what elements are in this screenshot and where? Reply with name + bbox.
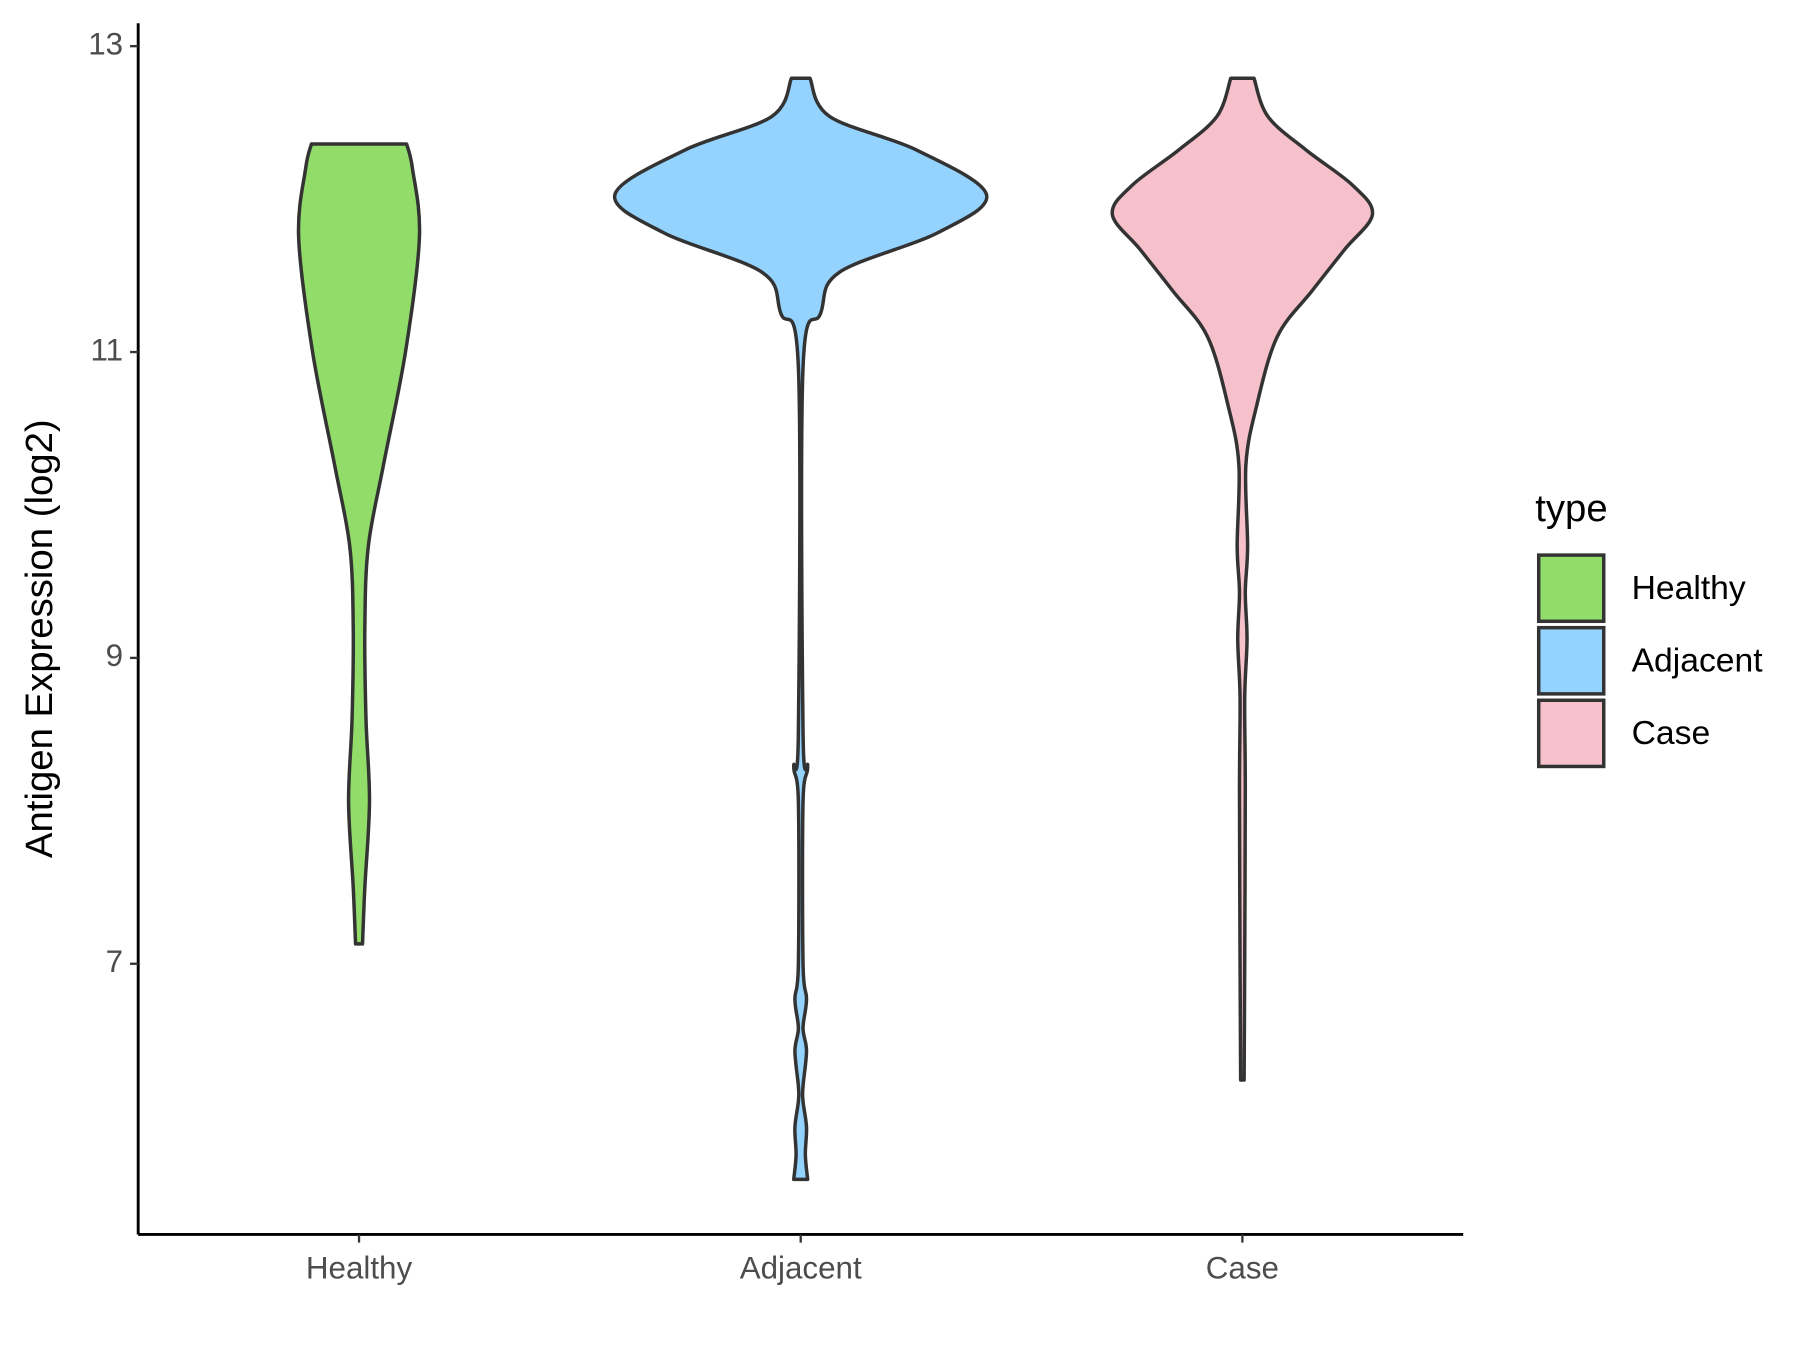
x-tick-label: Case	[1206, 1251, 1279, 1286]
y-tick-label: 7	[106, 944, 123, 979]
legend-label: Healthy	[1632, 570, 1746, 607]
violin	[613, 76, 989, 1182]
legend-title: type	[1535, 487, 1607, 530]
y-tick-label: 11	[91, 332, 124, 367]
y-axis-title: Antigen Expression (log2)	[18, 419, 61, 858]
violin	[1110, 76, 1375, 1082]
y-tick-label: 9	[106, 638, 123, 673]
legend-label: Case	[1632, 715, 1711, 752]
x-tick-label: Adjacent	[740, 1251, 862, 1286]
legend-key	[1536, 625, 1606, 696]
y-tick-label: 13	[88, 26, 123, 61]
legend-key	[1536, 698, 1606, 769]
legend-key	[1536, 553, 1606, 624]
legend-label: Adjacent	[1632, 642, 1764, 679]
x-tick-label: Healthy	[306, 1251, 413, 1286]
violin	[296, 142, 422, 946]
